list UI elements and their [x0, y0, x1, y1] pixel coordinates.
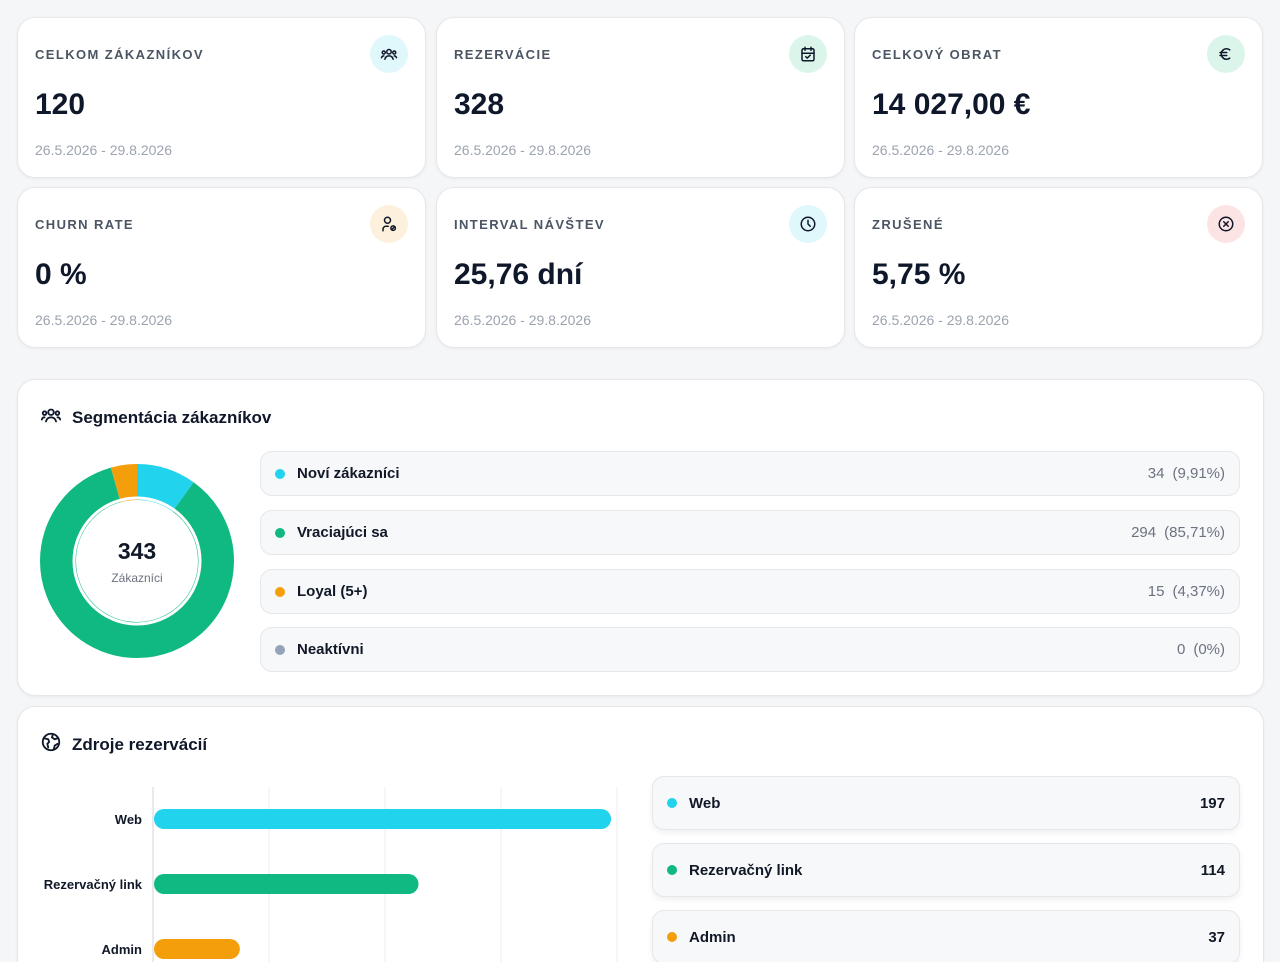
- stat-value: 328: [454, 88, 505, 121]
- stat-label: REZERVÁCIE: [454, 47, 552, 62]
- calendar-check-icon: [789, 35, 827, 73]
- x-circle-icon: [1207, 205, 1245, 243]
- segment-row-returning[interactable]: Vraciajúci sa 294 (85,71%): [260, 510, 1240, 555]
- sources-header: Zdroje rezervácií: [40, 731, 207, 758]
- segment-percent: (85,71%): [1164, 524, 1225, 541]
- globe-icon: [40, 731, 62, 758]
- euro-icon: [1207, 35, 1245, 73]
- source-name: Rezervačný link: [689, 861, 803, 879]
- source-count: 197: [1199, 794, 1225, 812]
- segment-percent: (0%): [1193, 641, 1225, 658]
- segment-name: Neaktívni: [297, 641, 364, 658]
- stat-card-cancelled: ZRUŠENÉ 5,75 % 26.5.2026 - 29.8.2026: [854, 187, 1263, 348]
- segment-percent: (9,91%): [1172, 465, 1225, 482]
- segment-dot: [275, 468, 285, 479]
- segment-count: 15: [1147, 583, 1165, 600]
- stat-value: 25,76 dní: [454, 258, 583, 291]
- sources-title: Zdroje rezervácií: [72, 734, 208, 754]
- bar-admin: [154, 939, 240, 959]
- segmentation-title: Segmentácia zákazníkov: [72, 407, 272, 427]
- bar-label: Rezervačný link: [44, 877, 143, 892]
- users-icon: [370, 35, 408, 73]
- stat-label: INTERVAL NÁVŠTEV: [454, 217, 605, 232]
- bar-web: [154, 809, 612, 829]
- segment-count: 0: [1176, 641, 1186, 658]
- stat-date-range: 26.5.2026 - 29.8.2026: [872, 142, 1010, 158]
- users-icon: [40, 404, 62, 431]
- stat-card-reservations: REZERVÁCIE 328 26.5.2026 - 29.8.2026: [436, 17, 845, 178]
- stat-card-customers: CELKOM ZÁKAZNÍKOV 120 26.5.2026 - 29.8.2…: [17, 17, 426, 178]
- segment-percent: (4,37%): [1172, 583, 1225, 600]
- segment-count: 294: [1131, 524, 1157, 541]
- segment-dot: [275, 527, 285, 538]
- source-row-admin[interactable]: Admin 37: [652, 910, 1240, 962]
- stat-label: CELKOVÝ OBRAT: [872, 47, 1002, 62]
- stat-date-range: 26.5.2026 - 29.8.2026: [35, 142, 173, 158]
- segment-name: Loyal (5+): [297, 583, 368, 600]
- segment-dot: [275, 644, 285, 655]
- donut-center: 343 Zákazníci: [40, 464, 234, 658]
- bar-label: Admin: [102, 942, 143, 957]
- stat-card-revenue: CELKOVÝ OBRAT 14 027,00 € 26.5.2026 - 29…: [854, 17, 1263, 178]
- source-dot: [667, 865, 677, 875]
- source-name: Web: [689, 794, 721, 812]
- stat-label: CELKOM ZÁKAZNÍKOV: [35, 47, 204, 62]
- clock-icon: [789, 205, 827, 243]
- stat-label: CHURN RATE: [35, 217, 134, 232]
- stat-date-range: 26.5.2026 - 29.8.2026: [872, 312, 1010, 328]
- stat-value: 14 027,00 €: [872, 88, 1031, 121]
- segment-name: Vraciajúci sa: [297, 524, 388, 541]
- segmentation-card: Segmentácia zákazníkov 343 Zákazníci Nov…: [17, 379, 1264, 696]
- segmentation-donut-chart: [40, 464, 234, 658]
- source-dot: [667, 932, 677, 942]
- segment-row-new[interactable]: Noví zákazníci 34 (9,91%): [260, 451, 1240, 496]
- source-dot: [667, 798, 677, 808]
- sources-bar-chart: Web Rezervačný link Admin: [44, 787, 618, 962]
- stat-value: 5,75 %: [872, 258, 966, 291]
- stat-card-churn: CHURN RATE 0 % 26.5.2026 - 29.8.2026: [17, 187, 426, 348]
- segment-name: Noví zákazníci: [297, 465, 400, 482]
- stat-date-range: 26.5.2026 - 29.8.2026: [35, 312, 173, 328]
- donut-total-label: Zákazníci: [111, 570, 163, 585]
- stat-date-range: 26.5.2026 - 29.8.2026: [454, 312, 592, 328]
- source-row-booking-link[interactable]: Rezervačný link 114: [652, 843, 1240, 897]
- sources-card: Zdroje rezervácií Web Rezervačný link Admi…: [17, 706, 1264, 962]
- donut-slice-vraciaj-ci-sa: [40, 464, 234, 658]
- donut-total: 343: [117, 537, 157, 564]
- segment-row-loyal[interactable]: Loyal (5+) 15 (4,37%): [260, 569, 1240, 614]
- bar-rezerva-n-link: [154, 874, 419, 894]
- donut-slice-loyal-5-: [40, 464, 234, 658]
- segment-row-inactive[interactable]: Neaktívni 0 (0%): [260, 627, 1240, 672]
- stat-label: ZRUŠENÉ: [872, 217, 944, 232]
- stat-value: 120: [35, 88, 86, 121]
- stat-date-range: 26.5.2026 - 29.8.2026: [454, 142, 592, 158]
- source-name: Admin: [689, 928, 736, 946]
- segmentation-header: Segmentácia zákazníkov: [40, 404, 271, 431]
- segment-dot: [275, 586, 285, 597]
- donut-inner-ring: [72, 496, 202, 626]
- source-row-web[interactable]: Web 197: [652, 776, 1240, 830]
- segment-count: 34: [1147, 465, 1165, 482]
- stat-value: 0 %: [35, 258, 87, 291]
- stat-card-visit-interval: INTERVAL NÁVŠTEV 25,76 dní 26.5.2026 - 2…: [436, 187, 845, 348]
- source-count: 37: [1208, 928, 1225, 946]
- bar-label: Web: [115, 812, 142, 827]
- user-off-icon: [370, 205, 408, 243]
- source-count: 114: [1200, 861, 1225, 879]
